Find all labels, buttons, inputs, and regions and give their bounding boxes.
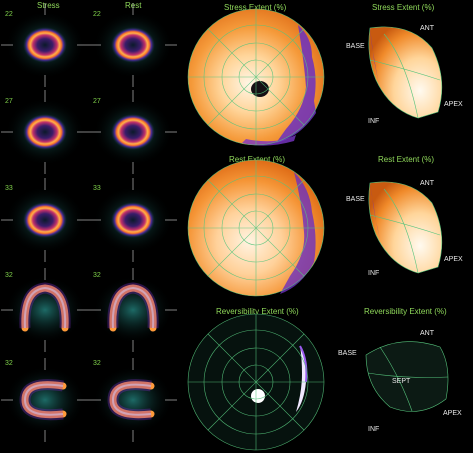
- inf-label: INF: [368, 118, 380, 125]
- rest-slice-number: 27: [93, 98, 101, 105]
- stress-slice-image: [1, 268, 89, 352]
- apex-label: APEX: [443, 410, 462, 417]
- stress-polar-map: [187, 8, 325, 146]
- slice-grid: [1, 3, 177, 442]
- stress-slice-number: 32: [5, 360, 13, 367]
- rest-polar-map: [187, 159, 325, 297]
- stress-slice-image: [1, 178, 89, 262]
- stress-slice-image: [1, 90, 89, 174]
- ant-label: ANT: [420, 25, 434, 32]
- stress-3d-title: Stress Extent (%): [372, 3, 435, 12]
- reversibility-polar-title: Reversibility Extent (%): [216, 307, 299, 316]
- rest-slice-image: [89, 358, 177, 442]
- sept-label: SEPT: [392, 378, 411, 385]
- rest-slice-image: [89, 3, 177, 87]
- base-label: BASE: [346, 43, 365, 50]
- reversibility-3d-title: Reversibility Extent (%): [364, 307, 447, 316]
- apex-label: APEX: [444, 256, 463, 263]
- stress-slice-image: [1, 3, 89, 87]
- rest-slice-number: 32: [93, 272, 101, 279]
- ant-label: ANT: [420, 330, 434, 337]
- rest-slice-image: [89, 90, 177, 174]
- reversibility-polar-map: [187, 313, 325, 451]
- stress-slice-number: 27: [5, 98, 13, 105]
- reversibility-3d-heart: [365, 341, 449, 412]
- stress-3d-heart: [368, 26, 443, 119]
- rest-3d-title: Rest Extent (%): [378, 155, 435, 164]
- ant-label: ANT: [420, 180, 434, 187]
- stress-slice-number: 33: [5, 185, 13, 192]
- rest-polar-title: Rest Extent (%): [229, 155, 286, 164]
- rest-slice-image: [89, 178, 177, 262]
- stress-slice-image: [1, 358, 89, 442]
- rest-3d-heart: [368, 181, 443, 274]
- stress-slice-number: 22: [5, 11, 13, 18]
- inf-label: INF: [368, 270, 380, 277]
- rest-slice-image: [89, 268, 177, 352]
- stress-polar-title: Stress Extent (%): [224, 3, 287, 12]
- base-label: BASE: [338, 350, 357, 357]
- rest-slice-number: 22: [93, 11, 101, 18]
- rest-slice-number: 33: [93, 185, 101, 192]
- inf-label: INF: [368, 426, 380, 433]
- stress-column-header: Stress: [37, 1, 60, 10]
- stress-slice-number: 32: [5, 272, 13, 279]
- base-label: BASE: [346, 196, 365, 203]
- rest-slice-number: 32: [93, 360, 101, 367]
- polar-maps: [187, 8, 325, 451]
- apex-label: APEX: [444, 101, 463, 108]
- 3d-views: [365, 26, 449, 412]
